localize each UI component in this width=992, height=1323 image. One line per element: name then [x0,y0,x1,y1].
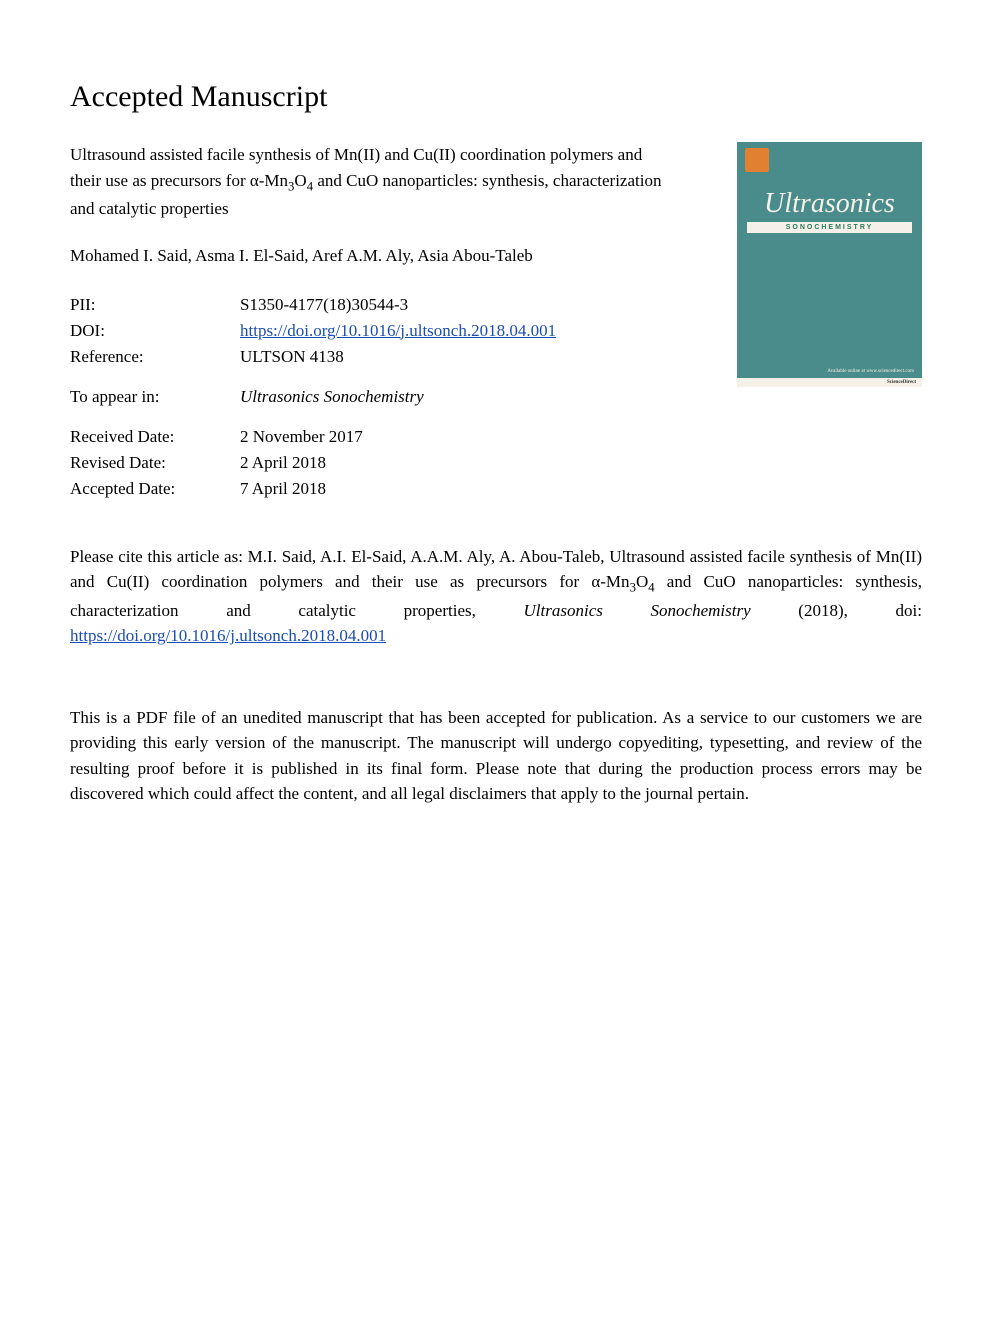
cover-footer-text: Available online at www.sciencedirect.co… [737,365,922,378]
meta-value-revised: 2 April 2018 [240,450,556,476]
meta-label-received: Received Date: [70,424,240,450]
cover-journal-title: Ultrasonics [737,188,922,220]
cite-year: (2018), doi: [751,601,922,620]
meta-value-accepted: 7 April 2018 [240,476,556,502]
meta-value-reference: ULTSON 4138 [240,344,556,370]
meta-value-pii: S1350-4177(18)30544-3 [240,292,556,318]
meta-label-pii: PII: [70,292,240,318]
meta-row-accepted: Accepted Date: 7 April 2018 [70,476,556,502]
cover-journal-subtitle: SONOCHEMISTRY [747,222,912,233]
meta-label-accepted: Accepted Date: [70,476,240,502]
meta-label-doi: DOI: [70,318,240,344]
meta-row-doi: DOI: https://doi.org/10.1016/j.ultsonch.… [70,318,556,344]
meta-row-appear: To appear in: Ultrasonics Sonochemistry [70,384,556,410]
elsevier-logo-icon [745,148,769,172]
cite-journal: Ultrasonics Sonochemistry [524,601,751,620]
article-title: Ultrasound assisted facile synthesis of … [70,142,670,222]
meta-label-reference: Reference: [70,344,240,370]
meta-row-revised: Revised Date: 2 April 2018 [70,450,556,476]
meta-value-received: 2 November 2017 [240,424,556,450]
disclaimer-text: This is a PDF file of an unedited manusc… [70,705,922,807]
journal-cover-thumbnail: Ultrasonics SONOCHEMISTRY Available onli… [737,142,922,387]
cover-issn-text [913,148,914,172]
doi-link[interactable]: https://doi.org/10.1016/j.ultsonch.2018.… [240,321,556,340]
meta-label-revised: Revised Date: [70,450,240,476]
meta-label-appear: To appear in: [70,384,240,410]
metadata-table: PII: S1350-4177(18)30544-3 DOI: https://… [70,292,556,502]
authors: Mohamed I. Said, Asma I. El-Said, Aref A… [70,246,670,266]
meta-row-received: Received Date: 2 November 2017 [70,424,556,450]
meta-row-pii: PII: S1350-4177(18)30544-3 [70,292,556,318]
accepted-manuscript-heading: Accepted Manuscript [70,80,670,114]
citation-block: Please cite this article as: M.I. Said, … [70,544,922,649]
meta-value-appear: Ultrasonics Sonochemistry [240,384,556,410]
cover-sciencedirect-bar: ScienceDirect [737,378,922,387]
cite-doi-link[interactable]: https://doi.org/10.1016/j.ultsonch.2018.… [70,626,386,645]
meta-row-reference: Reference: ULTSON 4138 [70,344,556,370]
